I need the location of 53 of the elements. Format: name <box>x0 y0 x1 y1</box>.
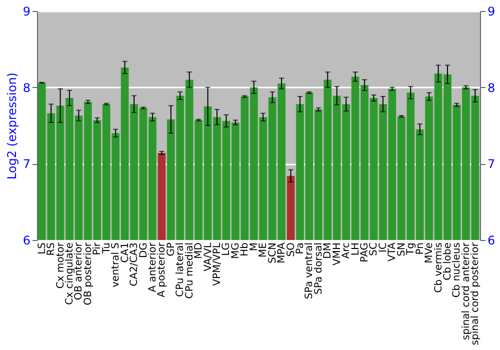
x-tick-label: Cb vermis <box>433 242 444 293</box>
x-tick-label: Pir <box>92 242 104 256</box>
x-tick-label: CPu medial <box>184 242 196 299</box>
x-tick-label: CA1 <box>120 242 131 263</box>
y-axis-title: Log2 (expression) <box>4 72 19 180</box>
x-tick-label: GP <box>166 242 177 256</box>
x-tick-label: SN <box>396 242 408 256</box>
y-tick-label: 8 <box>22 80 30 95</box>
x-tick-label: Cx cingulate <box>64 242 76 305</box>
x-tick-label: spinal cord anterior <box>460 242 472 340</box>
x-tick-label: MPA <box>276 242 288 264</box>
x-tick-label: LG <box>221 242 232 256</box>
x-tick-label: MD <box>194 242 205 259</box>
x-tick-label: Tu <box>101 242 112 254</box>
x-tick-label: LS <box>36 242 48 254</box>
x-tick-label: Hb <box>240 242 251 256</box>
y-tick-label: 6 <box>22 234 30 248</box>
x-tick-label: Cx motor <box>55 242 66 289</box>
x-tick-label: Arc <box>341 242 352 259</box>
x-tick-label: DG <box>138 242 150 258</box>
y2-tick-label: 8 <box>488 80 496 95</box>
x-tick-label: CA2/CA3 <box>129 242 140 286</box>
x-tick-label: OB anterior <box>74 242 85 300</box>
x-tick-label: spinal cord posterior <box>470 242 482 346</box>
x-tick-label: IC <box>378 242 389 252</box>
x-tick-label: SPa dorsal <box>313 242 324 294</box>
x-tick-label: OB posterior <box>82 242 94 306</box>
x-tick-label: Pn <box>414 242 426 255</box>
x-tick-label: Tg <box>406 242 417 256</box>
x-tick-label: RS <box>46 242 58 256</box>
y2-tick-label: 7 <box>488 157 496 172</box>
x-tick-label: Cb lobe <box>442 242 454 280</box>
y-tick-label: 7 <box>22 157 30 172</box>
x-tick-label: VMH <box>332 242 343 266</box>
x-tick-label: LH <box>350 242 362 256</box>
x-tick-label: VTA <box>387 242 398 262</box>
y-tick-label: 9 <box>22 4 30 18</box>
x-tick-label: SO <box>286 242 297 257</box>
x-tick-label: ME <box>258 242 270 258</box>
x-tick-label: MG <box>230 242 242 259</box>
x-tick-label: Cb nucleus <box>452 242 463 298</box>
x-tick-label: M <box>248 242 260 252</box>
y2-tick-label: 9 <box>488 4 496 18</box>
x-tick-label: SCN <box>267 242 278 264</box>
y2-tick-label: 6 <box>488 234 496 248</box>
x-tick-label: MVe <box>424 242 436 264</box>
x-tick-label: Pa <box>294 242 306 254</box>
x-tick-label: DM <box>322 242 334 259</box>
x-tick-label: SC <box>368 242 380 256</box>
x-tick-label: ventral S <box>110 242 122 288</box>
x-tick-label: A posterior <box>156 242 168 298</box>
x-tick-label: VA/VL <box>202 242 214 272</box>
x-tick-label: A anterior <box>147 242 158 292</box>
